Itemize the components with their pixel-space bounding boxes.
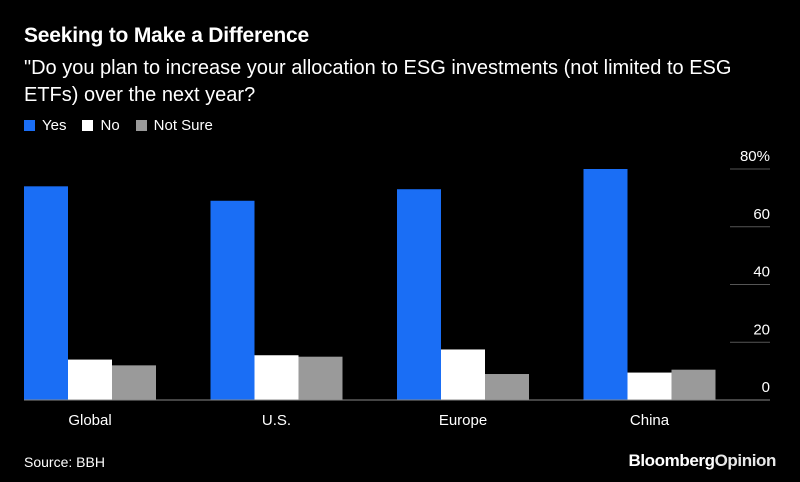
- legend-label-no: No: [100, 117, 120, 134]
- legend-swatch-yes: [24, 120, 35, 131]
- y-tick-label: 0: [762, 379, 770, 396]
- legend-swatch-no: [82, 120, 94, 131]
- bar-yes: [583, 169, 628, 400]
- y-tick-label: 40: [753, 264, 770, 281]
- x-tick-label: U.S.: [262, 412, 291, 429]
- chart-subtitle: "Do you plan to increase your allocation…: [24, 57, 732, 106]
- y-tick-label: 60: [753, 206, 770, 223]
- brand-part-2: Opinion: [714, 451, 777, 470]
- chart-title: Seeking to Make a Difference: [24, 24, 310, 47]
- bar-no: [254, 355, 299, 400]
- bar-not-sure: [485, 374, 529, 400]
- legend-item-yes: Yes: [24, 117, 66, 134]
- legend: Yes No Not Sure: [24, 117, 229, 134]
- bar-yes: [210, 200, 255, 400]
- bar-yes: [24, 186, 68, 400]
- legend-item-not-sure: Not Sure: [135, 117, 213, 134]
- x-tick-label: Europe: [439, 412, 487, 429]
- legend-label-not-sure: Not Sure: [153, 117, 213, 134]
- bar-not-sure: [112, 365, 156, 400]
- bloomberg-opinion-logo: BloombergOpinion: [628, 451, 776, 471]
- legend-item-no: No: [82, 117, 120, 134]
- bar-no: [68, 359, 112, 400]
- bar-not-sure: [671, 369, 716, 400]
- x-tick-label: Global: [68, 412, 111, 429]
- source-note: Source: BBH: [24, 454, 105, 470]
- bar-no: [441, 349, 485, 400]
- legend-swatch-not-sure: [135, 120, 147, 131]
- y-tick-label: 80%: [740, 148, 770, 165]
- legend-label-yes: Yes: [42, 117, 67, 134]
- x-tick-label: China: [630, 412, 670, 429]
- y-tick-label: 20: [753, 321, 770, 338]
- brand-part-1: Bloomberg: [628, 451, 715, 470]
- bar-no: [627, 372, 672, 400]
- bar-not-sure: [298, 356, 343, 400]
- bar-yes: [397, 189, 441, 400]
